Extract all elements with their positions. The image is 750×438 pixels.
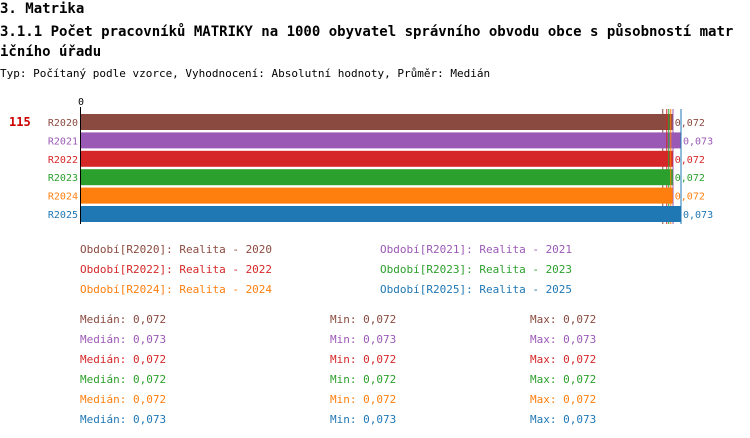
- stat-median: Medián: 0,072: [80, 353, 167, 366]
- category-label-R2020: R2020: [48, 118, 78, 129]
- stat-median: Medián: 0,073: [80, 333, 167, 346]
- page-title: 3. Matrika: [0, 1, 85, 17]
- category-label-R2021: R2021: [48, 136, 78, 147]
- stat-median: Medián: 0,072: [80, 373, 167, 386]
- bar-R2021: [80, 132, 681, 149]
- stat-min: Min: 0,072: [330, 313, 397, 326]
- stat-median: Medián: 0,072: [80, 393, 167, 406]
- value-label-R2024: 0,072: [675, 192, 705, 203]
- value-label-R2021: 0,073: [683, 136, 713, 147]
- axis-zero-label: 0: [78, 97, 84, 108]
- legend-item: Období[R2025]: Realita - 2025: [380, 283, 573, 296]
- stat-max: Max: 0,073: [530, 413, 597, 426]
- chart-title: 3.1.1 Počet pracovníků MATRIKY na 1000 o…: [0, 24, 734, 60]
- bar-chart: 0 115 R2020 0,072 R2021 0,073 R2022 0,072 R2023 0…: [9, 97, 713, 224]
- stat-median: Medián: 0,073: [80, 413, 167, 426]
- bar-R2024: [80, 187, 673, 204]
- stat-min: Min: 0,072: [330, 353, 397, 366]
- legend-item: Období[R2021]: Realita - 2021: [380, 243, 573, 256]
- value-label-R2025: 0,073: [683, 210, 713, 221]
- legend-item: Období[R2022]: Realita - 2022: [80, 263, 273, 276]
- row-label: 115: [9, 115, 31, 129]
- value-label-R2020: 0,072: [675, 118, 705, 129]
- stat-min: Min: 0,073: [330, 413, 397, 426]
- legend-item: Období[R2023]: Realita - 2023: [380, 263, 573, 276]
- legend-item: Období[R2024]: Realita - 2024: [80, 283, 273, 296]
- stat-min: Min: 0,072: [330, 393, 397, 406]
- category-label-R2022: R2022: [48, 155, 78, 166]
- stat-max: Max: 0,072: [530, 373, 597, 386]
- value-label-R2022: 0,072: [675, 155, 705, 166]
- category-label-R2024: R2024: [48, 192, 78, 203]
- bar-R2023: [80, 169, 673, 186]
- stat-min: Min: 0,072: [330, 373, 397, 386]
- bar-R2022: [80, 150, 673, 167]
- value-label-R2023: 0,072: [675, 173, 705, 184]
- chart-info: Typ: Počítaný podle vzorce, Vyhodnocení:…: [0, 67, 491, 80]
- legend-item: Období[R2020]: Realita - 2020: [80, 243, 273, 256]
- stat-max: Max: 0,072: [530, 353, 597, 366]
- bar-R2025: [80, 206, 681, 222]
- stat-max: Max: 0,072: [530, 313, 597, 326]
- stat-max: Max: 0,073: [530, 333, 597, 346]
- bar-R2020: [80, 114, 673, 130]
- stat-median: Medián: 0,072: [80, 313, 167, 326]
- category-label-R2025: R2025: [48, 210, 78, 221]
- stat-max: Max: 0,072: [530, 393, 597, 406]
- category-label-R2023: R2023: [48, 173, 78, 184]
- stat-min: Min: 0,073: [330, 333, 397, 346]
